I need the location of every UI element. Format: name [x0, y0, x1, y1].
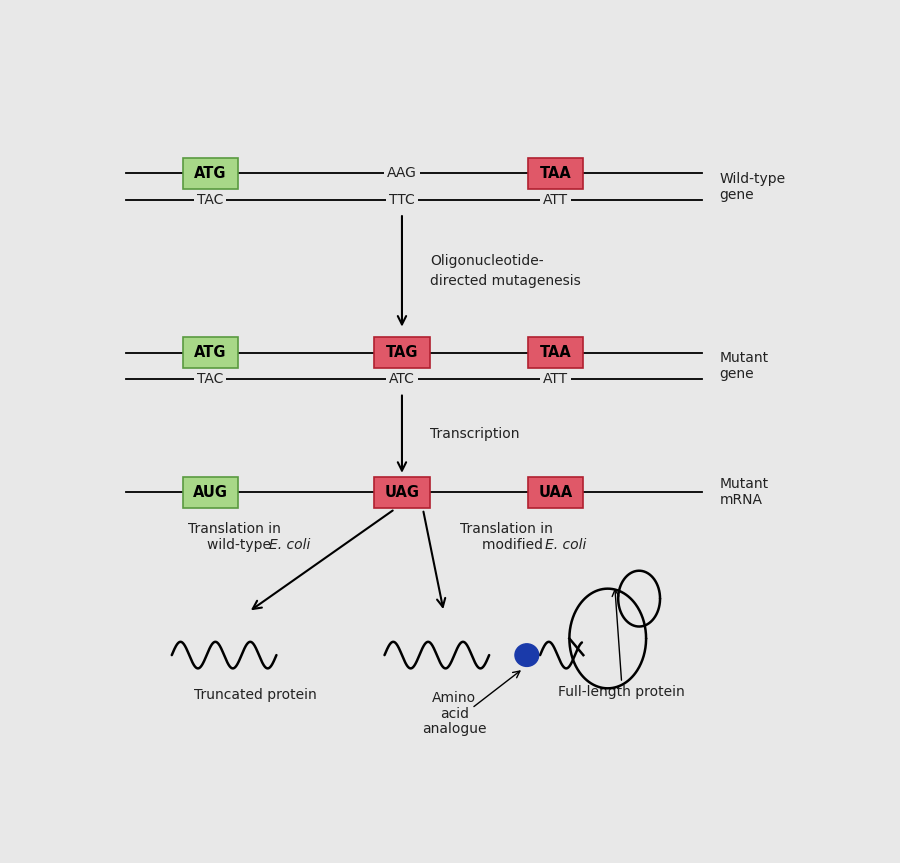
FancyBboxPatch shape [183, 158, 238, 189]
Text: TAC: TAC [197, 372, 223, 387]
FancyBboxPatch shape [374, 337, 429, 368]
Text: UAA: UAA [538, 485, 572, 500]
Text: TTC: TTC [389, 193, 415, 207]
Text: Transcription: Transcription [430, 427, 519, 441]
Text: Amino: Amino [432, 691, 476, 705]
FancyBboxPatch shape [528, 158, 583, 189]
Text: TAA: TAA [539, 166, 572, 181]
Text: analogue: analogue [422, 721, 487, 736]
Text: acid: acid [440, 707, 469, 721]
Text: TAC: TAC [197, 193, 223, 207]
Text: Wild-type
gene: Wild-type gene [719, 172, 786, 202]
Text: AAG: AAG [387, 167, 417, 180]
Text: E. coli: E. coli [269, 539, 310, 552]
Text: Full-length protein: Full-length protein [558, 684, 685, 699]
Text: TAG: TAG [386, 345, 418, 360]
FancyBboxPatch shape [528, 477, 583, 507]
Text: AUG: AUG [193, 485, 228, 500]
FancyBboxPatch shape [183, 337, 238, 368]
Text: ATT: ATT [543, 372, 568, 387]
Text: TAA: TAA [539, 345, 572, 360]
Text: ATG: ATG [194, 166, 227, 181]
Text: Mutant
mRNA: Mutant mRNA [719, 477, 769, 507]
Text: ATC: ATC [389, 372, 415, 387]
Text: UAG: UAG [384, 485, 419, 500]
FancyBboxPatch shape [183, 477, 238, 507]
Text: E. coli: E. coli [545, 539, 586, 552]
Circle shape [515, 644, 539, 666]
Text: ATG: ATG [194, 345, 227, 360]
FancyBboxPatch shape [528, 337, 583, 368]
FancyBboxPatch shape [374, 477, 429, 507]
Text: Mutant
gene: Mutant gene [719, 351, 769, 381]
Text: ATT: ATT [543, 193, 568, 207]
Text: wild-type: wild-type [207, 539, 275, 552]
Text: directed mutagenesis: directed mutagenesis [430, 274, 580, 288]
Text: Truncated protein: Truncated protein [194, 688, 317, 702]
Text: Translation in: Translation in [188, 522, 281, 536]
Text: modified: modified [482, 539, 547, 552]
Text: Translation in: Translation in [460, 522, 553, 536]
Text: Oligonucleotide-: Oligonucleotide- [430, 255, 544, 268]
